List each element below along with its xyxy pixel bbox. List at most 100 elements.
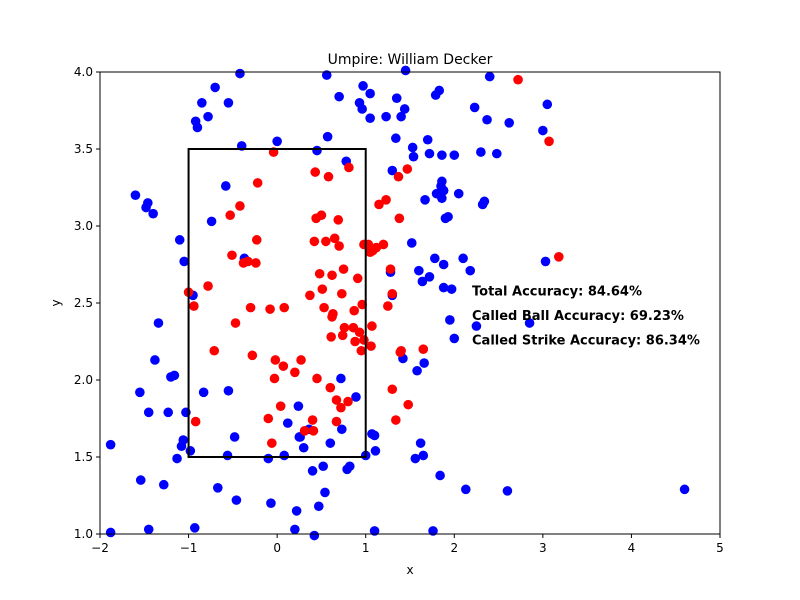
ball-point (679, 484, 690, 495)
strike-point (270, 355, 281, 365)
ball-point (420, 195, 430, 205)
strike-point (299, 426, 310, 436)
y-tick-label: 2.5 (74, 296, 93, 310)
ball-point (492, 148, 502, 159)
ball-point (105, 527, 116, 538)
ball-point (291, 506, 302, 516)
ball-point (143, 198, 153, 208)
ball-point (540, 256, 551, 267)
strike-point (267, 438, 277, 448)
ball-point (213, 483, 223, 493)
strike-point (251, 235, 262, 245)
strike-point (350, 336, 360, 347)
ball-point (174, 235, 185, 245)
strike-point (247, 350, 258, 361)
strike-point (265, 304, 275, 314)
strike-point (230, 318, 241, 328)
ball-point (172, 453, 182, 464)
ball-point (428, 526, 438, 536)
annotations: Total Accuracy: 84.64% Called Ball Accura… (472, 284, 700, 348)
ball-point (391, 133, 401, 144)
strike-point (269, 373, 280, 384)
ball-point (434, 85, 445, 96)
strike-point (367, 321, 377, 331)
ball-point (179, 256, 189, 267)
ball-point (469, 102, 480, 113)
ball-point (337, 424, 347, 435)
ball-point (465, 265, 476, 276)
strike-point (279, 302, 290, 313)
strike-point (309, 236, 320, 247)
ball-point (358, 81, 368, 91)
ball-point (408, 151, 419, 162)
strike-point (381, 195, 391, 205)
y-tick-label: 1.0 (74, 527, 93, 541)
accuracy-annotation: Total Accuracy: 84.64% (472, 284, 642, 299)
ball-point (369, 526, 380, 536)
x-axis-ticks: −2 −1 0 1 2 3 4 5 (91, 534, 724, 555)
ball-point (419, 358, 429, 368)
ball-point (192, 122, 203, 133)
ball-point (538, 125, 548, 136)
strike-point (203, 281, 213, 291)
points-layer (105, 65, 690, 541)
strike-point (251, 258, 261, 268)
ball-point (293, 401, 304, 411)
y-tick-label: 1.5 (74, 450, 93, 464)
ball-point (189, 523, 200, 533)
y-axis-label: y (49, 299, 63, 306)
strike-point (209, 345, 220, 356)
strike-point (331, 416, 342, 427)
x-axis-label: x (406, 563, 413, 577)
strike-point (343, 396, 353, 407)
ball-point (365, 113, 375, 123)
ball-point (158, 479, 169, 490)
strike-point (326, 332, 336, 342)
strike-point (554, 251, 564, 262)
strike-point (387, 288, 398, 299)
ball-point (479, 196, 490, 207)
ball-point (400, 65, 411, 76)
strike-point (337, 330, 348, 341)
ball-point (422, 134, 433, 145)
ball-point (197, 98, 207, 108)
strike-point (393, 171, 404, 182)
strike-point (245, 302, 256, 313)
ball-point (502, 486, 513, 496)
ball-point (210, 82, 220, 93)
ball-point (391, 93, 402, 103)
ball-point (344, 461, 355, 472)
strike-point (356, 345, 367, 356)
ball-point (482, 114, 492, 125)
ball-point (415, 438, 426, 448)
ball-point (418, 450, 429, 461)
x-tick-label: 4 (628, 541, 636, 555)
ball-point (370, 446, 381, 456)
x-tick-label: −1 (180, 541, 198, 555)
ball-point (325, 438, 336, 448)
ball-point (387, 165, 398, 176)
strike-zone-rect (187, 148, 367, 458)
x-tick-label: 1 (362, 541, 370, 555)
strike-point (383, 301, 393, 311)
ball-point (436, 181, 446, 191)
strike-point (327, 270, 337, 281)
strike-point (290, 367, 300, 378)
ball-point (406, 238, 417, 248)
ball-point (381, 111, 391, 122)
ball-point (430, 253, 440, 264)
ball-point (424, 272, 435, 282)
ball-point (396, 111, 406, 122)
ball-point (322, 131, 333, 142)
ball-point (206, 216, 217, 227)
x-tick-label: 2 (450, 541, 458, 555)
strike-point (403, 399, 414, 410)
ball-point (449, 150, 460, 160)
strike-zone-layer (187, 148, 367, 458)
ball-point (476, 147, 486, 157)
y-tick-label: 3.0 (74, 219, 93, 233)
y-tick-label: 3.5 (74, 142, 93, 156)
strike-point (338, 264, 349, 274)
strike-point (385, 264, 396, 274)
ball-point (504, 118, 514, 128)
